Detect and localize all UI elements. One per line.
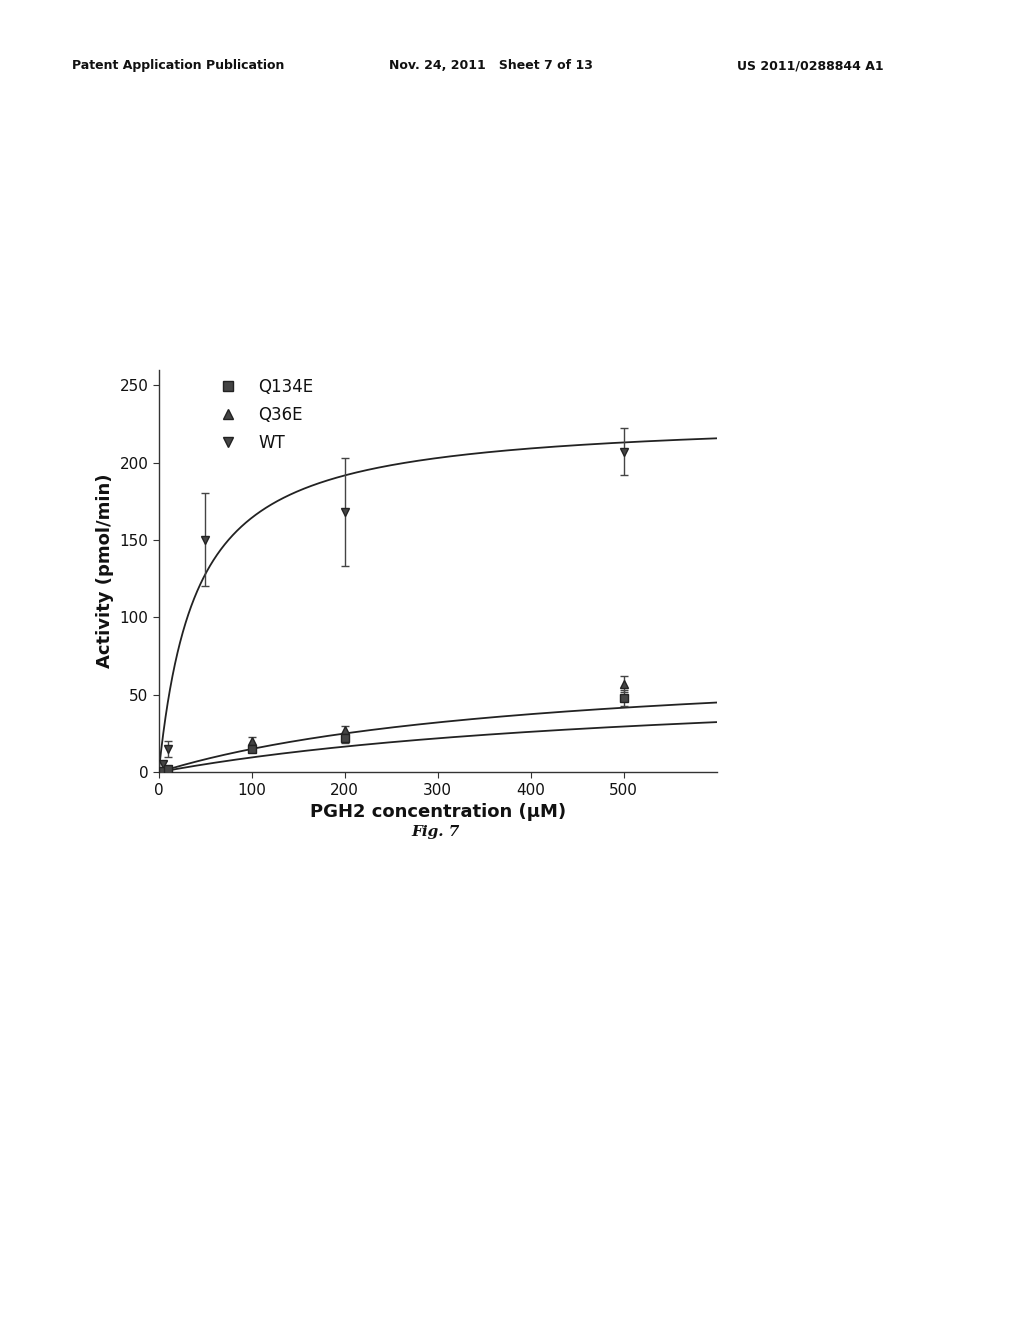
Text: Patent Application Publication: Patent Application Publication bbox=[72, 59, 284, 73]
Text: US 2011/0288844 A1: US 2011/0288844 A1 bbox=[737, 59, 884, 73]
Text: Fig. 7: Fig. 7 bbox=[411, 825, 460, 840]
Y-axis label: Activity (pmol/min): Activity (pmol/min) bbox=[96, 474, 114, 668]
Legend: Q134E, Q36E, WT: Q134E, Q36E, WT bbox=[212, 378, 313, 451]
X-axis label: PGH2 concentration (μM): PGH2 concentration (μM) bbox=[309, 803, 566, 821]
Text: Nov. 24, 2011   Sheet 7 of 13: Nov. 24, 2011 Sheet 7 of 13 bbox=[389, 59, 593, 73]
